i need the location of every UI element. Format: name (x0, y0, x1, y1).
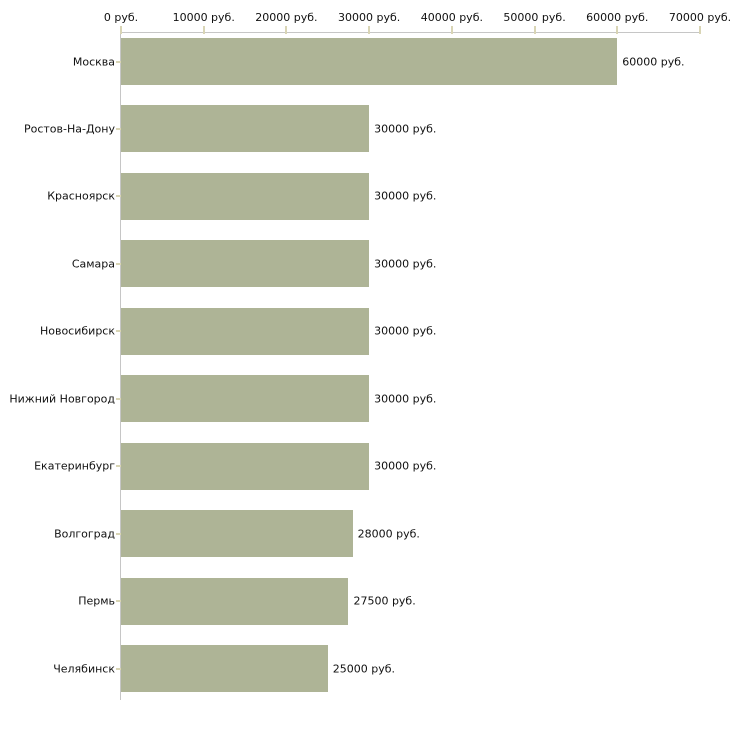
x-axis-tick-mark (616, 26, 619, 34)
bar-value-label: 30000 руб. (374, 459, 437, 473)
y-axis-line (120, 32, 121, 700)
y-axis-tick-mark (116, 60, 121, 63)
x-axis-tick-label: 10000 руб. (172, 11, 235, 24)
bar-value-label: 30000 руб. (374, 324, 437, 338)
category-label: Самара (71, 257, 115, 271)
bar (121, 375, 370, 423)
y-axis-tick-mark (116, 600, 121, 603)
bar-value-label: 30000 руб. (374, 122, 437, 136)
y-axis-tick-mark (116, 262, 121, 265)
x-axis-tick-mark (120, 26, 122, 34)
x-axis-tick-label: 0 руб. (103, 11, 139, 24)
bar-value-label: 30000 руб. (374, 257, 437, 271)
bar-value-label: 28000 руб. (357, 527, 420, 541)
bar-value-label: 60000 руб. (622, 55, 685, 68)
bar (121, 577, 349, 625)
x-axis-line (121, 32, 700, 33)
bar (121, 307, 370, 355)
category-label: Екатеринбург (34, 459, 115, 473)
y-axis-tick-mark (116, 127, 121, 130)
y-axis-tick-mark (116, 532, 121, 535)
x-axis-tick-mark (699, 26, 701, 34)
category-label: Красноярск (47, 189, 115, 203)
x-axis-tick-label: 70000 руб. (668, 11, 730, 24)
y-axis-tick-mark (116, 397, 121, 400)
x-axis-tick-label: 20000 руб. (255, 11, 318, 24)
x-axis-tick-label: 60000 руб. (586, 11, 649, 24)
bar (121, 645, 328, 693)
bar (121, 510, 353, 558)
category-label: Волгоград (54, 527, 115, 541)
x-axis-tick-mark (533, 26, 536, 34)
category-label: Челябинск (53, 662, 115, 676)
y-axis-tick-mark (116, 330, 121, 333)
bar-value-label: 25000 руб. (332, 662, 396, 676)
x-axis-tick-mark (450, 26, 453, 34)
x-axis-tick-mark (202, 26, 205, 34)
x-axis-tick-mark (285, 26, 288, 34)
bar-value-label: 30000 руб. (374, 392, 437, 406)
y-axis-tick-mark (116, 465, 121, 468)
x-axis-tick-label: 30000 руб. (338, 11, 401, 24)
y-axis-tick-mark (116, 667, 121, 670)
x-axis-tick-mark (368, 26, 371, 34)
bar-value-label: 30000 руб. (374, 189, 437, 203)
y-axis-tick-mark (116, 195, 121, 198)
category-label: Ростов-На-Дону (23, 122, 115, 136)
bar (121, 172, 370, 220)
category-label: Нижний Новгород (9, 392, 115, 406)
bar (121, 38, 618, 85)
bar-value-label: 27500 руб. (353, 594, 416, 608)
category-label: Москва (72, 55, 115, 68)
bar (121, 442, 370, 490)
x-axis-tick-label: 40000 руб. (420, 11, 483, 24)
category-label: Новосибирск (39, 324, 115, 338)
x-axis-tick-label: 50000 руб. (503, 11, 566, 24)
category-label: Пермь (78, 594, 115, 608)
bar (121, 240, 370, 288)
bar (121, 105, 370, 153)
